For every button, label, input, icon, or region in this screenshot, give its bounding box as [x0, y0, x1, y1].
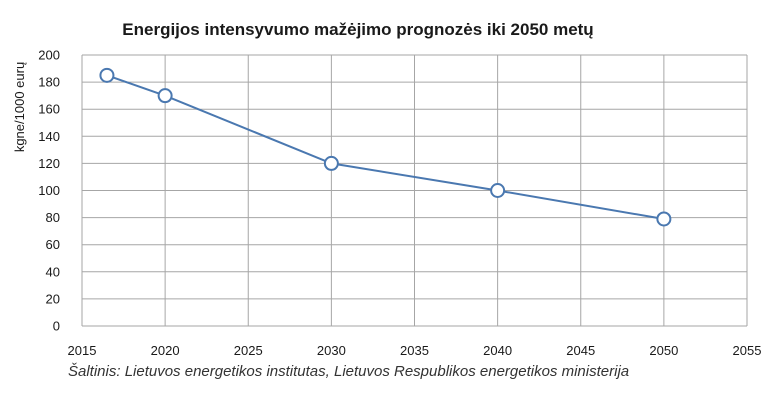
data-point: [99, 67, 115, 83]
chart-title: Energijos intensyvumo mažėjimo prognozės…: [122, 20, 594, 39]
y-tick-label: 80: [46, 210, 60, 225]
y-tick-label: 180: [38, 75, 60, 90]
data-point: [157, 88, 173, 104]
series-group: [99, 67, 672, 227]
y-tick-label: 200: [38, 48, 60, 63]
y-tick-label: 0: [53, 319, 60, 334]
y-tick-label: 100: [38, 183, 60, 198]
data-point: [323, 155, 339, 171]
x-tick-label: 2040: [483, 343, 512, 358]
data-point: [656, 211, 672, 227]
x-tick-label: 2055: [733, 343, 762, 358]
y-tick-label: 140: [38, 129, 60, 144]
source-note: Šaltinis: Lietuvos energetikos instituta…: [68, 363, 630, 380]
x-tick-label: 2030: [317, 343, 346, 358]
gridlines: [81, 54, 748, 327]
y-axis-ticks: 0 20 40 60 80 100 120 140 160 180 200: [38, 48, 60, 334]
x-tick-label: 2035: [400, 343, 429, 358]
y-tick-label: 120: [38, 156, 60, 171]
y-tick-label: 160: [38, 102, 60, 117]
x-tick-label: 2025: [234, 343, 263, 358]
x-axis-ticks: 2015 2020 2025 2030 2035 2040 2045 2050 2055: [68, 343, 762, 358]
y-axis-label: kgne/1000 eurų: [12, 62, 27, 152]
data-point: [490, 183, 506, 198]
y-tick-label: 40: [46, 264, 60, 279]
y-tick-label: 60: [46, 237, 60, 252]
x-tick-label: 2015: [68, 343, 97, 358]
y-tick-label: 20: [46, 291, 60, 306]
x-tick-label: 2050: [649, 343, 678, 358]
x-tick-label: 2045: [566, 343, 595, 358]
x-tick-label: 2020: [151, 343, 180, 358]
